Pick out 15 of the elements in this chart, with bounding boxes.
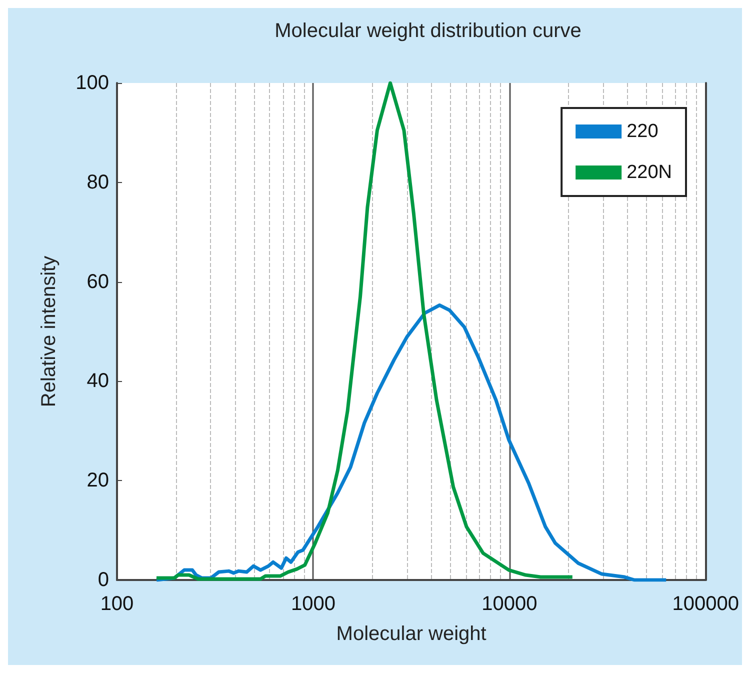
y-axis-title: Relative intensity: [38, 256, 60, 408]
x-tick-label: 10000: [482, 593, 538, 615]
y-tick-label: 80: [86, 171, 109, 194]
legend-label: 220: [626, 121, 658, 142]
y-tick-label: 60: [86, 270, 109, 293]
x-tick-label: 1000: [290, 593, 336, 615]
y-tick-label: 20: [86, 470, 109, 492]
y-tick-label: 40: [86, 370, 109, 392]
x-axis-title: Molecular weight: [336, 623, 487, 645]
y-tick-label: 0: [98, 569, 109, 591]
legend-label: 220N: [626, 162, 672, 183]
x-tick-label: 100000: [672, 593, 740, 615]
x-tick-label: 100: [100, 593, 134, 615]
chart-title: Molecular weight distribution curve: [274, 20, 582, 42]
y-tick-label: 100: [76, 72, 109, 94]
